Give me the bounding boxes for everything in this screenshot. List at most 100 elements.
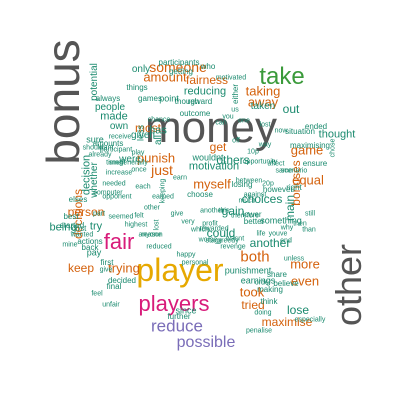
cloud-word: part: [92, 210, 106, 218]
cloud-word: even: [290, 273, 320, 289]
cloud-word: person: [67, 205, 105, 219]
cloud-word: cost: [71, 224, 87, 233]
cloud-word: off: [232, 137, 240, 145]
cloud-word: want: [98, 144, 114, 152]
cloud-word: needed: [102, 180, 126, 188]
cloud-word: thought: [318, 128, 356, 141]
cloud-word: opportunity: [242, 158, 278, 166]
cloud-word: highest: [124, 221, 148, 229]
cloud-word: opponent: [102, 193, 132, 201]
cloud-word: same: [275, 167, 293, 175]
cloud-word: rewarded: [199, 225, 229, 233]
cloud-word: another: [249, 236, 291, 250]
cloud-word: amount: [143, 69, 187, 85]
cloud-word: penalise: [245, 327, 273, 335]
cloud-word: increase: [105, 169, 133, 177]
cloud-word: seemed: [108, 213, 134, 221]
cloud-word: amounts: [92, 139, 124, 148]
cloud-word: participant: [99, 146, 133, 154]
cloud-word: reducing: [183, 85, 227, 98]
cloud-word: gain: [221, 204, 245, 218]
cloud-word: anyone: [138, 231, 162, 239]
cloud-word: either: [231, 83, 240, 105]
cloud-word: point: [159, 93, 179, 104]
cloud-word: motivated: [215, 74, 247, 82]
cloud-word: final: [106, 282, 122, 291]
cloud-word: always: [95, 94, 121, 103]
cloud-word: revenge: [220, 243, 246, 251]
cloud-word: therefore: [230, 212, 260, 220]
cloud-word: wasnt: [225, 235, 245, 243]
cloud-word: profit: [202, 220, 218, 228]
cloud-word: people: [94, 102, 126, 113]
cloud-word: out: [282, 102, 300, 116]
cloud-word: lost: [153, 219, 161, 231]
cloud-word: order: [254, 279, 272, 287]
cloud-word: first: [100, 258, 114, 267]
cloud-word: could: [206, 226, 236, 240]
cloud-word: most: [134, 121, 162, 135]
cloud-word: think: [260, 297, 278, 306]
cloud-word: play: [131, 149, 145, 157]
cloud-word: you: [222, 113, 234, 121]
cloud-word: things: [126, 83, 148, 92]
cloud-word: youve: [268, 230, 288, 238]
cloud-word: doing: [254, 309, 272, 317]
cloud-word: losing: [231, 180, 253, 189]
cloud-word: keep: [67, 261, 95, 275]
cloud-word: situation: [285, 127, 315, 136]
cloud-word: another: [200, 207, 224, 215]
cloud-word: best: [63, 212, 79, 221]
cloud-word: outcome: [179, 109, 211, 118]
cloud-word: taken: [250, 101, 276, 112]
cloud-word: reduced: [146, 243, 172, 251]
cloud-word: own: [109, 121, 129, 132]
cloud-word: taking: [245, 83, 281, 99]
cloud-word: one: [238, 117, 250, 125]
cloud-word: wouldnt: [192, 152, 224, 163]
cloud-word: timegenerally: [106, 159, 148, 167]
cloud-word: earnings: [240, 275, 276, 286]
cloud-word: us: [231, 106, 239, 114]
cloud-word: actions: [77, 237, 103, 246]
cloud-word: this: [218, 207, 230, 215]
cloud-word: happy: [176, 251, 196, 259]
cloud-word: felt: [134, 212, 144, 220]
cloud-word: unfair: [102, 301, 120, 309]
cloud-word: still: [304, 210, 316, 218]
cloud-word: then: [293, 220, 307, 228]
cloud-word: end: [280, 237, 292, 245]
cloud-word: elses: [68, 195, 88, 204]
cloud-word: ensure: [302, 159, 328, 168]
cloud-word: game: [290, 142, 324, 158]
cloud-word: reduce: [151, 316, 203, 336]
cloud-word: motivation: [188, 160, 240, 173]
cloud-word: get: [209, 140, 227, 154]
cloud-word: trying: [108, 260, 140, 276]
cloud-word: computer: [93, 189, 123, 197]
cloud-word: unless: [283, 255, 305, 263]
cloud-word: can: [215, 119, 227, 127]
cloud-word: decided: [107, 276, 137, 285]
cloud-word: being: [49, 221, 77, 234]
cloud-word: just: [151, 162, 173, 178]
cloud-word: fair: [103, 229, 135, 254]
cloud-word: other: [328, 243, 369, 327]
cloud-word: affect: [267, 160, 285, 168]
cloud-word: back: [81, 243, 99, 252]
cloud-word: chance: [147, 116, 171, 124]
cloud-word: other: [144, 204, 160, 212]
cloud-word: started: [59, 221, 85, 230]
cloud-word: right: [286, 183, 302, 192]
cloud-word: given: [131, 130, 155, 141]
cloud-word: give: [99, 266, 113, 274]
cloud-word: ended: [304, 122, 328, 131]
cloud-word: small: [108, 159, 126, 167]
cloud-word: try: [89, 220, 103, 233]
cloud-word: tried: [241, 298, 265, 312]
cloud-word: made: [100, 110, 128, 123]
cloud-word: possible: [176, 334, 236, 351]
cloud-word: though: [174, 97, 200, 106]
cloud-word: fairness: [185, 73, 229, 87]
cloud-word: better: [243, 217, 265, 226]
